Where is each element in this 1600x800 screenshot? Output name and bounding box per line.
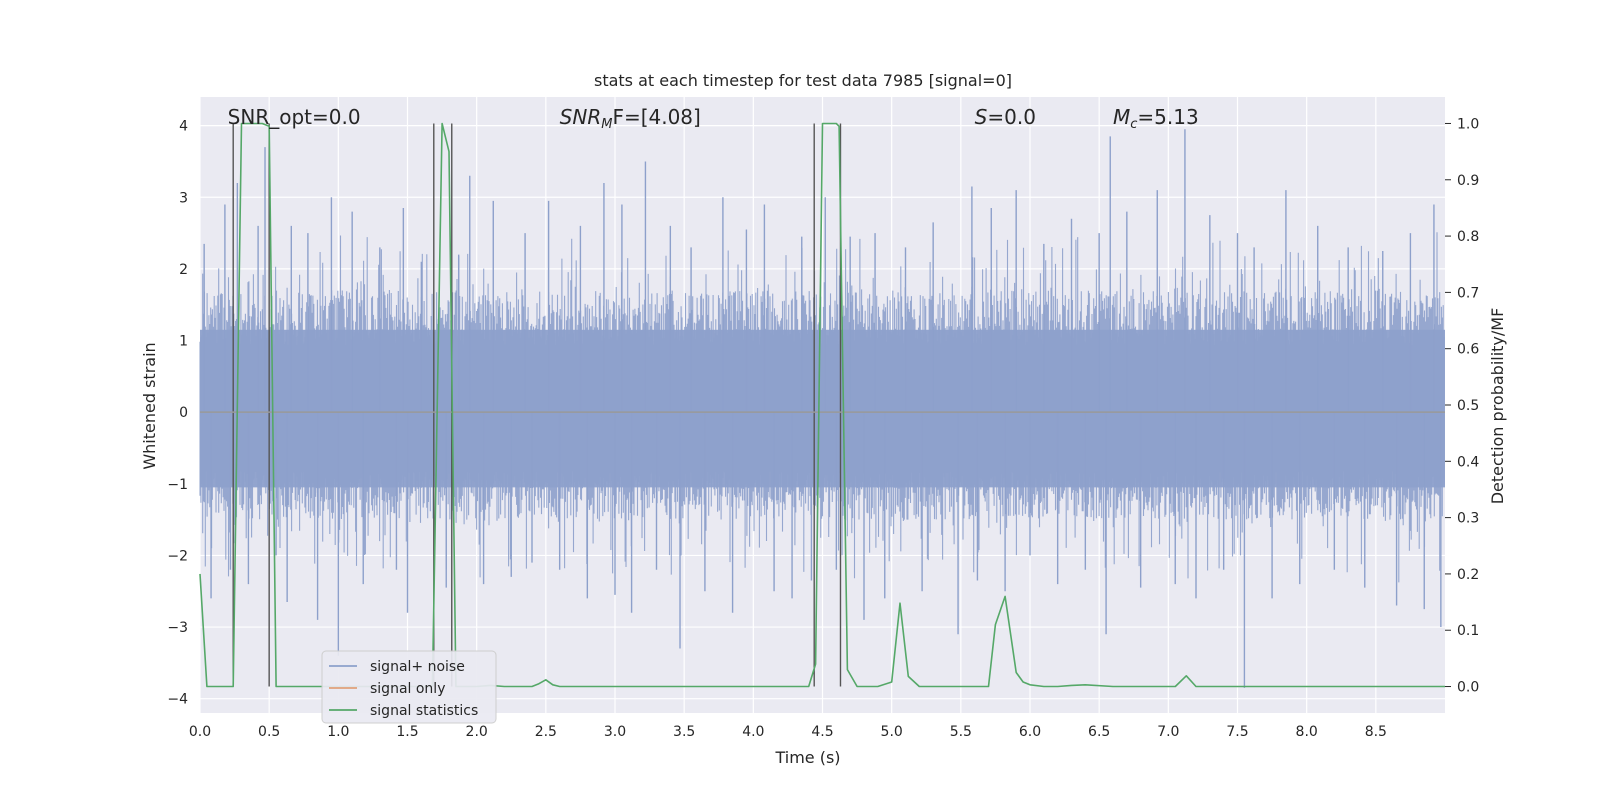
legend-label: signal+ noise [370, 659, 465, 675]
x-tick-label: 4.0 [742, 724, 764, 740]
y2-tick-label: 1.0 [1457, 116, 1479, 132]
x-tick-label: 0.0 [189, 724, 211, 740]
x-axis-title: Time (s) [774, 748, 840, 767]
line-series [199, 122, 1445, 688]
y-tick-label: 2 [179, 262, 188, 278]
snr-opt-annotation: SNR_opt=0.0 [228, 105, 361, 129]
y-tick-label: 4 [179, 119, 188, 135]
x-tick-label: 1.0 [327, 724, 349, 740]
x-tick-label: 4.5 [811, 724, 833, 740]
y-tick-label: −1 [167, 477, 188, 493]
x-tick-label: 6.5 [1088, 724, 1110, 740]
y-tick-label: −3 [167, 620, 188, 636]
y2-tick-label: 0.7 [1457, 285, 1479, 301]
x-tick-label: 8.0 [1296, 724, 1318, 740]
x-tick-label: 5.5 [950, 724, 972, 740]
y2-tick-label: 0.8 [1457, 229, 1479, 245]
x-tick-label: 3.5 [673, 724, 695, 740]
s-annotation: S=0.0 [975, 105, 1036, 129]
y-tick-label: −4 [167, 692, 188, 708]
y2-tick-label: 0.0 [1457, 680, 1479, 696]
y-tick-label: −2 [167, 548, 188, 564]
x-tick-label: 3.0 [604, 724, 626, 740]
x-tick-label: 2.5 [535, 724, 557, 740]
y2-tick-label: 0.4 [1457, 454, 1479, 470]
signal-noise-series [199, 129, 1445, 688]
x-tick-label: 0.5 [258, 724, 280, 740]
x-tick-label: 7.5 [1226, 724, 1248, 740]
legend-box [321, 650, 497, 724]
y2-tick-label: 0.2 [1457, 567, 1479, 583]
x-tick-label: 8.5 [1365, 724, 1387, 740]
y-tick-label: 1 [179, 334, 188, 350]
legend-label: signal statistics [370, 703, 478, 719]
y-tick-label: 3 [179, 190, 188, 206]
signal-statistics-line [199, 122, 1445, 688]
x-tick-label: 5.0 [881, 724, 903, 740]
chart-title: stats at each timestep for test data 798… [594, 71, 1012, 90]
legend-label: signal only [370, 681, 445, 697]
x-tick-label: 7.0 [1157, 724, 1179, 740]
tick-labels: 0.0 0.5 1.0 1.5 2.0 2.5 3.0 3.5 4.0 4.5 5.0 5.5 6.0 6… [167, 116, 1479, 740]
y-tick-label: 0 [179, 405, 188, 421]
mc-annotation: Mc=5.13 [1113, 105, 1199, 132]
legend: signal+ noise signal only signal statistic… [321, 650, 497, 724]
snr-mf-annotation: SNRMF=[4.08] [560, 105, 701, 132]
annotations: SNR_opt=0.0 SNRMF=[4.08] S=0.0 Mc=5.13 [228, 105, 1199, 132]
y2-tick-label: 0.9 [1457, 173, 1479, 189]
y2-axis-title: Detection probability/MF [1488, 308, 1507, 505]
noise-core [200, 329, 1445, 488]
x-tick-label: 6.0 [1019, 724, 1041, 740]
y-axis-title: Whitened strain [140, 342, 159, 469]
y2-tick-label: 0.1 [1457, 623, 1479, 639]
x-tick-label: 1.5 [396, 724, 418, 740]
y2-tick-label: 0.6 [1457, 342, 1479, 358]
y2-tick-label: 0.5 [1457, 398, 1479, 414]
y2-tick-label: 0.3 [1457, 511, 1479, 527]
x-tick-label: 2.0 [466, 724, 488, 740]
